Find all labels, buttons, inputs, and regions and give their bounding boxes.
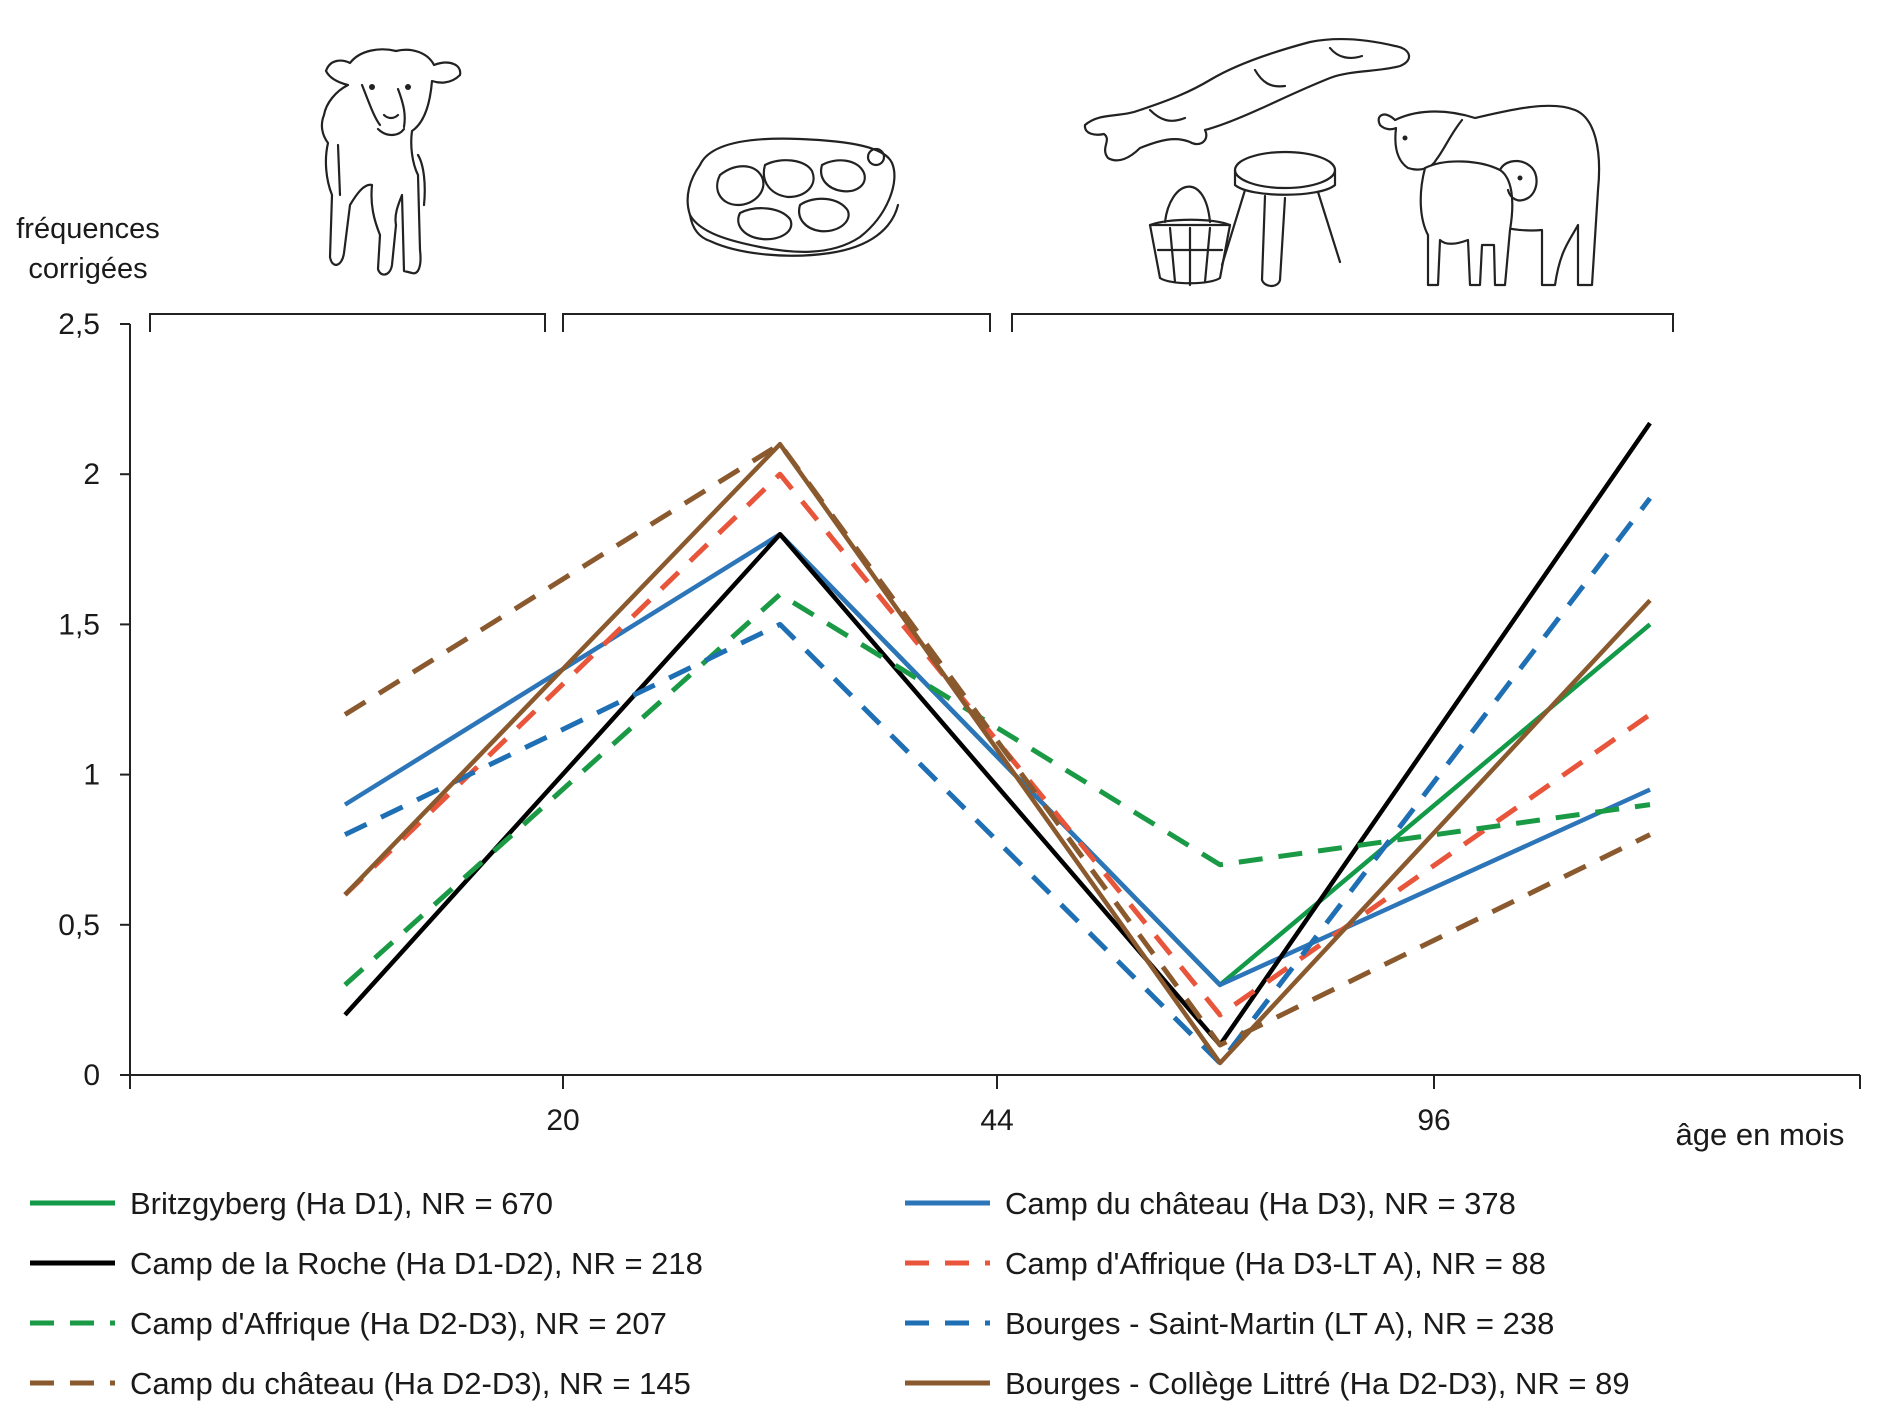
legend-item: Britzgyberg (Ha D1), NR = 670 xyxy=(30,1186,553,1221)
series-line-1 xyxy=(778,532,1652,988)
legend-label: Camp du château (Ha D3), NR = 378 xyxy=(1005,1186,1516,1221)
legend-item: Camp du château (Ha D2-D3), NR = 145 xyxy=(30,1366,691,1401)
y-tick-label: 1,5 xyxy=(58,608,100,641)
series-line-4 xyxy=(343,471,1652,1018)
y-axis-title: fréquences corrigées xyxy=(16,213,160,285)
x-tick-label: 44 xyxy=(980,1104,1013,1137)
legend-item: Bourges - Saint-Martin (LT A), NR = 238 xyxy=(905,1306,1554,1341)
x-axis-title: âge en mois xyxy=(1676,1117,1845,1152)
series-layer xyxy=(343,421,1652,1066)
series-line-2 xyxy=(343,532,1651,988)
meat-icon xyxy=(686,137,900,257)
y-axis-title-line-1: fréquences xyxy=(16,213,160,245)
legend-item: Camp du château (Ha D3), NR = 378 xyxy=(905,1186,1516,1221)
legend-item: Camp d'Affrique (Ha D3-LT A), NR = 88 xyxy=(905,1246,1546,1281)
legend-label: Camp du château (Ha D2-D3), NR = 145 xyxy=(130,1366,691,1401)
legend: Britzgyberg (Ha D1), NR = 670 Camp du châ… xyxy=(30,1186,1630,1401)
y-tick-label: 2 xyxy=(83,458,100,491)
y-tick-label: 1 xyxy=(83,759,100,792)
legend-label: Bourges - Collège Littré (Ha D2-D3), NR … xyxy=(1005,1366,1630,1401)
axes: 0 0,5 1 1,5 2 2,5 20 44 96 xyxy=(58,308,1861,1137)
legend-label: Camp d'Affrique (Ha D3-LT A), NR = 88 xyxy=(1005,1246,1546,1281)
legend-label: Camp d'Affrique (Ha D2-D3), NR = 207 xyxy=(130,1306,667,1341)
age-class-bracket xyxy=(562,313,991,332)
legend-label: Camp de la Roche (Ha D1-D2), NR = 218 xyxy=(130,1246,703,1281)
x-tick-label: 96 xyxy=(1417,1104,1450,1137)
age-class-brackets xyxy=(149,313,1674,332)
series-line-3 xyxy=(343,421,1652,1048)
y-tick-label: 2,5 xyxy=(58,308,100,341)
legend-item: Bourges - Collège Littré (Ha D2-D3), NR … xyxy=(905,1366,1630,1401)
calf-icon xyxy=(320,48,462,276)
series-line-8 xyxy=(343,441,1652,1066)
age-class-bracket xyxy=(1011,313,1674,332)
legend-item: Camp d'Affrique (Ha D2-D3), NR = 207 xyxy=(30,1306,667,1341)
series-line-5 xyxy=(343,591,1651,987)
y-tick-label: 0,5 xyxy=(58,909,100,942)
legend-label: Bourges - Saint-Martin (LT A), NR = 238 xyxy=(1005,1306,1554,1341)
y-axis-title-line-2: corrigées xyxy=(28,253,147,285)
legend-item: Camp de la Roche (Ha D1-D2), NR = 218 xyxy=(30,1246,703,1281)
x-tick-label: 20 xyxy=(546,1104,579,1137)
series-line-7 xyxy=(343,441,1652,1048)
hide-stool-bucket-cow-icon xyxy=(1083,37,1601,288)
age-class-bracket xyxy=(149,313,546,332)
legend-label: Britzgyberg (Ha D1), NR = 670 xyxy=(130,1186,553,1221)
y-tick-label: 0 xyxy=(83,1059,100,1092)
series-line-6 xyxy=(343,496,1652,1066)
